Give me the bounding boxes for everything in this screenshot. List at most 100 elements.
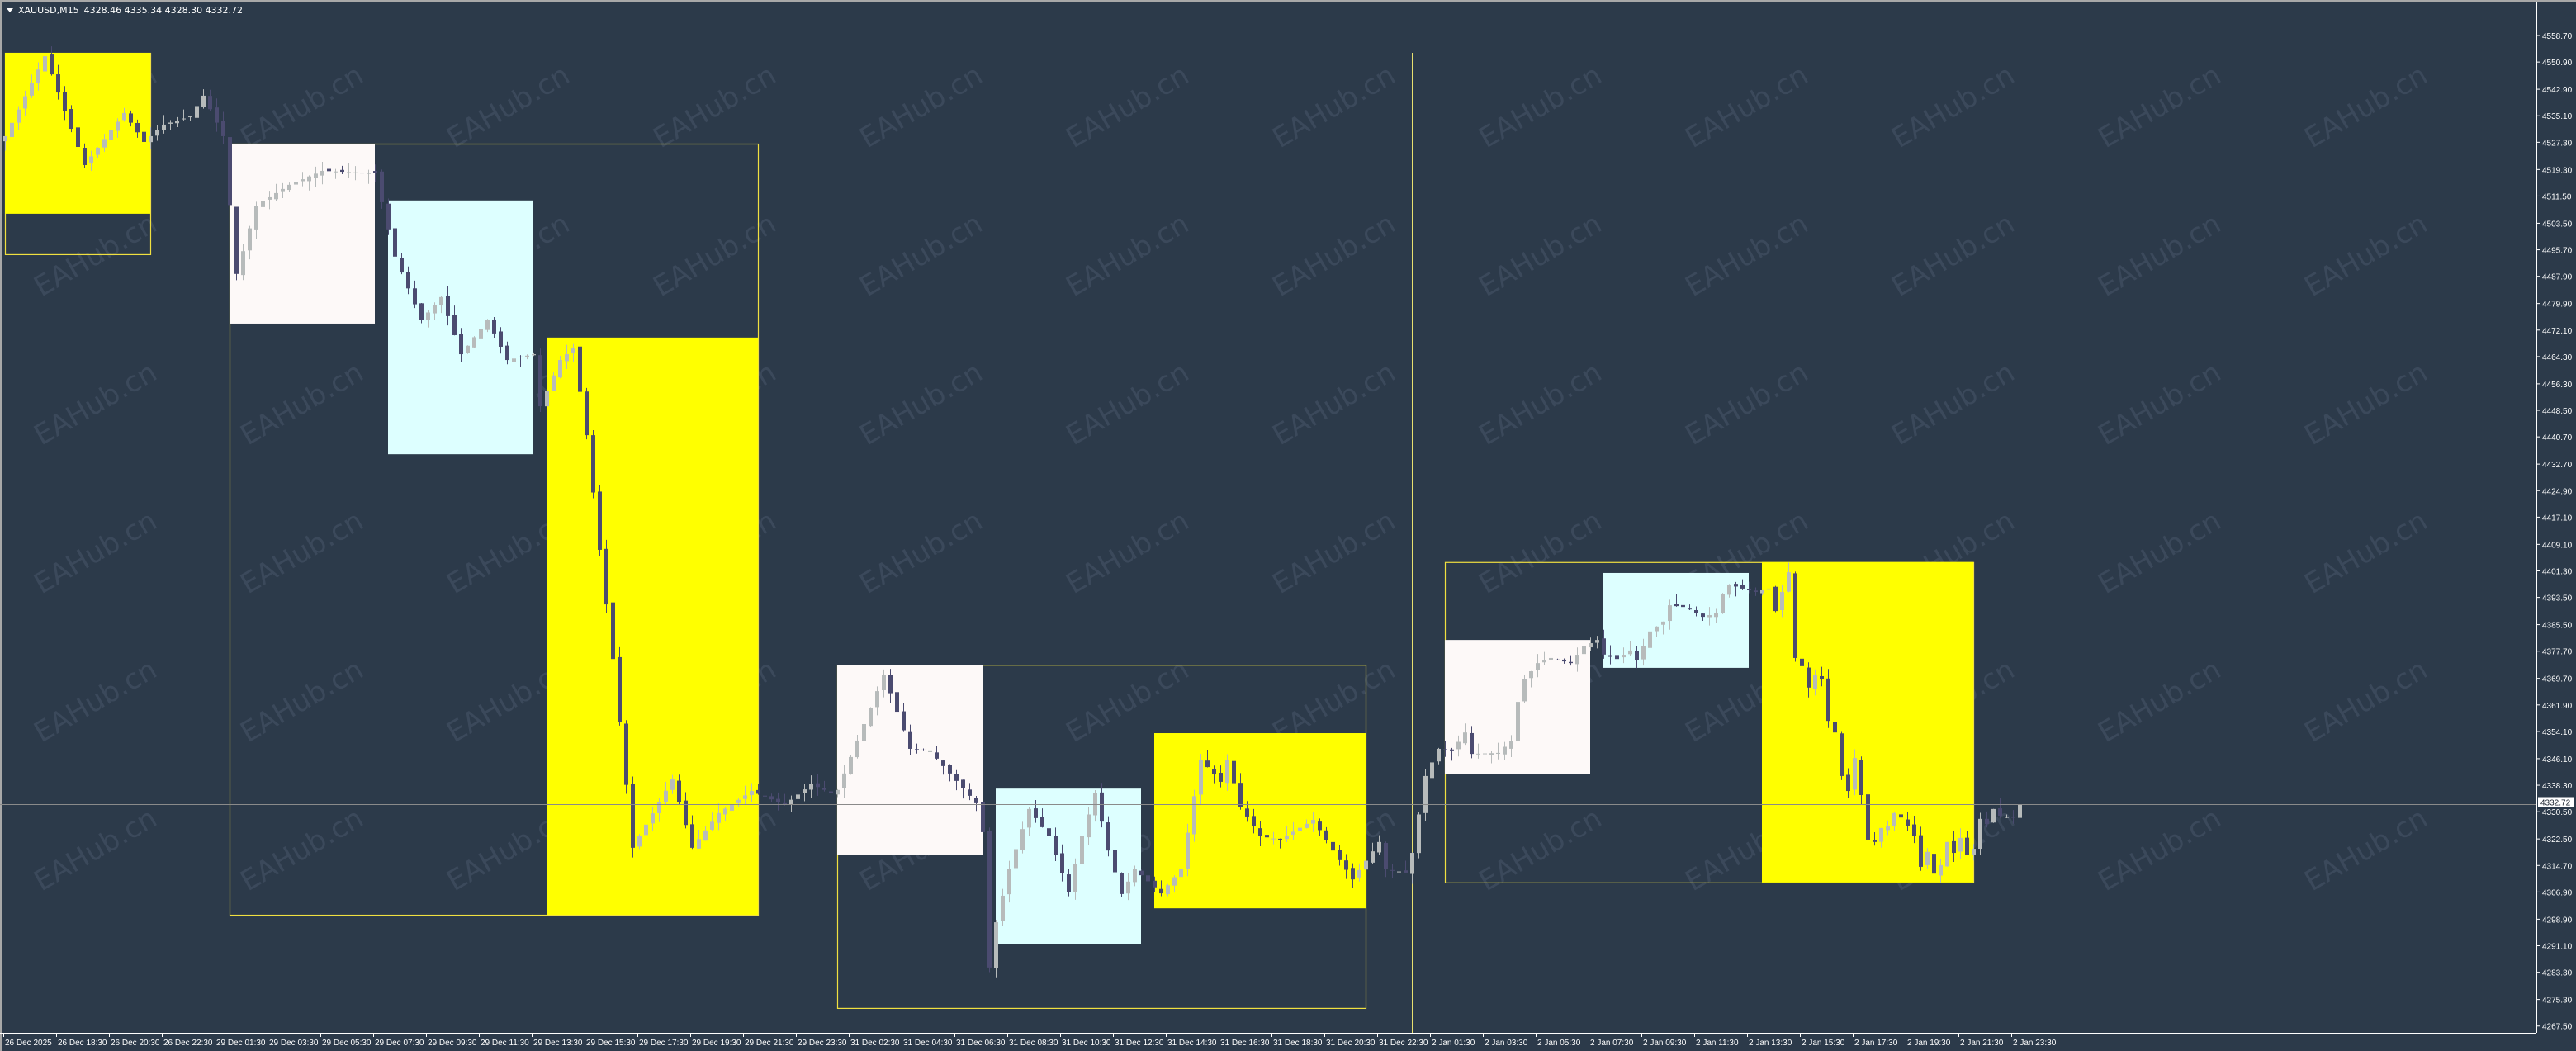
candle-body bbox=[578, 346, 582, 392]
candle-body bbox=[102, 139, 107, 148]
candle-body bbox=[875, 691, 879, 708]
watermark-text: EAHub.cn bbox=[29, 207, 163, 304]
candle-body bbox=[1298, 827, 1302, 831]
candle-body bbox=[1701, 613, 1705, 618]
bear-candle bbox=[56, 64, 60, 100]
candle-body bbox=[505, 345, 509, 361]
watermark-text: EAHub.cn bbox=[1887, 207, 2020, 304]
candle-body bbox=[538, 355, 542, 407]
bull-candle bbox=[1767, 581, 1771, 590]
bull-candle bbox=[314, 166, 318, 187]
price-tick-label: 4409.10 bbox=[2542, 541, 2573, 550]
bull-candle bbox=[1001, 888, 1005, 926]
time-tick-label: 31 Dec 12:30 bbox=[1115, 1039, 1164, 1048]
candle-body bbox=[1027, 808, 1031, 828]
candle-body bbox=[591, 435, 595, 493]
candle-body bbox=[1853, 758, 1857, 790]
candle-body bbox=[855, 740, 859, 758]
candle-body bbox=[1622, 655, 1626, 658]
candle-body bbox=[76, 127, 80, 147]
candle-body bbox=[585, 391, 589, 436]
bull-candle bbox=[1958, 828, 1963, 859]
candle-body bbox=[201, 95, 206, 107]
bull-candle bbox=[1787, 562, 1791, 593]
watermark-text: EAHub.cn bbox=[29, 356, 163, 452]
candle-body bbox=[816, 783, 820, 788]
bear-candle bbox=[1919, 826, 1923, 871]
candle-body bbox=[162, 124, 166, 130]
candle-body bbox=[69, 109, 73, 130]
session-zones bbox=[4, 52, 1975, 1010]
bull-candle bbox=[1503, 741, 1507, 760]
candle-body bbox=[1945, 841, 1949, 867]
bull-candle bbox=[809, 775, 813, 798]
bear-candle bbox=[1344, 854, 1348, 879]
collapse-triangle-icon[interactable] bbox=[7, 8, 13, 12]
bull-candle bbox=[1589, 637, 1593, 652]
time-tick-label: 26 Dec 18:30 bbox=[58, 1039, 107, 1048]
bull-candle bbox=[670, 774, 675, 794]
candle-body bbox=[684, 800, 688, 826]
candle-body bbox=[968, 789, 972, 796]
candle-body bbox=[1285, 836, 1289, 840]
bull-candle bbox=[862, 719, 866, 744]
bull-candle bbox=[789, 795, 793, 812]
time-tick-label: 2 Jan 03:30 bbox=[1485, 1039, 1528, 1048]
bear-candle bbox=[452, 305, 457, 336]
candle-body bbox=[1430, 762, 1434, 779]
candle-body bbox=[1258, 828, 1262, 836]
price-tick-label: 4361.90 bbox=[2542, 702, 2573, 711]
candle-body bbox=[1991, 808, 1996, 823]
candle-body bbox=[651, 813, 655, 824]
bull-candle bbox=[1483, 746, 1487, 755]
bear-candle bbox=[1998, 798, 2002, 818]
bear-candle bbox=[1985, 811, 1989, 828]
bull-candle bbox=[1853, 749, 1857, 796]
bear-candle bbox=[915, 743, 919, 754]
candle-body bbox=[1417, 814, 1421, 854]
candle-body bbox=[525, 355, 529, 357]
bull-candle bbox=[116, 118, 120, 138]
candle-body bbox=[1602, 638, 1606, 655]
candle-body bbox=[703, 830, 708, 841]
candle-body bbox=[1542, 660, 1546, 663]
bull-candle bbox=[723, 807, 727, 821]
bear-candle bbox=[135, 119, 140, 138]
bull-candle bbox=[836, 788, 840, 798]
candle-body bbox=[611, 602, 615, 660]
bull-candle bbox=[1172, 875, 1177, 892]
bull-candle bbox=[472, 336, 476, 348]
bull-candle bbox=[439, 296, 443, 314]
bear-candle bbox=[585, 387, 589, 440]
bull-candle bbox=[1133, 865, 1137, 887]
bull-candle bbox=[268, 191, 272, 210]
candle-body bbox=[1879, 827, 1883, 842]
time-tick-label: 31 Dec 22:30 bbox=[1379, 1039, 1428, 1048]
candle-body bbox=[571, 348, 575, 353]
watermark-text: EAHub.cn bbox=[1061, 207, 1195, 304]
candle-body bbox=[116, 121, 120, 131]
candle-body bbox=[1351, 868, 1355, 880]
candle-body bbox=[1014, 849, 1018, 869]
time-tick-label: 29 Dec 09:30 bbox=[428, 1039, 477, 1048]
bear-candle bbox=[1754, 587, 1758, 596]
candle-body bbox=[1688, 608, 1692, 610]
candle-body bbox=[63, 92, 67, 111]
candle-body bbox=[1549, 657, 1553, 660]
time-tick-label: 29 Dec 15:30 bbox=[586, 1039, 636, 1048]
candle-body bbox=[1172, 877, 1177, 886]
candle-body bbox=[565, 354, 569, 362]
candle-body bbox=[1754, 590, 1758, 593]
candle-body bbox=[168, 122, 173, 124]
candle-body bbox=[195, 106, 199, 118]
bear-candle bbox=[459, 328, 463, 362]
ohlc-readout: 4328.46 4335.34 4328.30 4332.72 bbox=[83, 5, 244, 16]
candle-body bbox=[1437, 748, 1441, 762]
bull-candle bbox=[347, 163, 351, 178]
candle-body bbox=[1582, 646, 1586, 655]
price-tick-label: 4354.10 bbox=[2542, 728, 2573, 737]
bull-candle bbox=[1093, 789, 1097, 822]
candle-body bbox=[1694, 610, 1698, 613]
price-tick-label: 4495.70 bbox=[2542, 247, 2573, 256]
